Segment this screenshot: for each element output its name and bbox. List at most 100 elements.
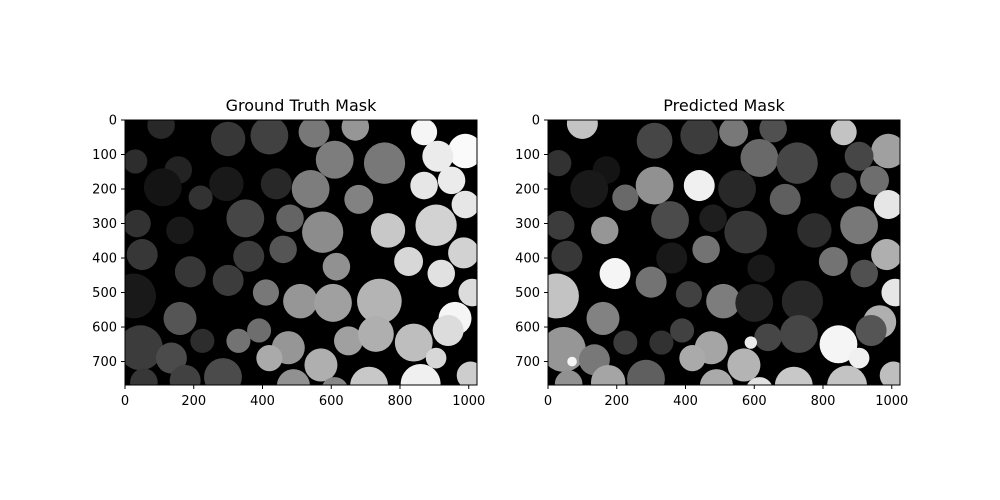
mask-object: [844, 141, 874, 171]
mask-object: [819, 325, 858, 364]
mask-object: [432, 314, 464, 347]
mask-object: [679, 344, 706, 372]
x-tick-label: 0: [544, 394, 552, 409]
mask-object: [322, 252, 351, 281]
mask-object: [727, 348, 761, 382]
mask-object: [635, 166, 674, 205]
mask-object: [448, 133, 477, 169]
mask-object: [818, 246, 848, 276]
mask-object: [163, 301, 197, 335]
mask-object: [840, 206, 878, 245]
mask-object: [210, 121, 246, 157]
y-tick-label: 500: [92, 286, 117, 301]
mask-object: [334, 326, 363, 356]
mask-object: [612, 184, 639, 211]
mask-object: [276, 204, 304, 233]
mask-object: [400, 363, 441, 385]
mask-objects: [125, 120, 477, 385]
mask-object: [879, 361, 900, 385]
mask-object: [363, 142, 406, 184]
mask-object: [651, 201, 689, 240]
mask-object: [860, 165, 889, 195]
mask-object: [304, 348, 338, 382]
x-tick-label: 1000: [875, 394, 908, 409]
mask-object: [256, 344, 283, 372]
mask-object: [422, 140, 454, 172]
y-tick-label: 600: [515, 321, 540, 336]
mask-object: [247, 318, 272, 343]
mask-object: [735, 283, 774, 322]
mask-object: [209, 166, 244, 202]
mask-object: [298, 120, 330, 148]
mask-object: [873, 190, 900, 220]
y-tick-label: 100: [92, 148, 117, 163]
mask-object: [850, 259, 878, 288]
mask-object: [451, 190, 477, 219]
mask-object: [358, 315, 394, 352]
mask-object: [871, 133, 900, 169]
mask-object: [125, 209, 151, 238]
x-tick-label: 0: [121, 394, 129, 409]
mask-object: [797, 213, 832, 248]
panel-title: Predicted Mask: [663, 96, 785, 115]
mask-object: [226, 328, 251, 353]
mask-object: [437, 166, 466, 195]
mask-object: [456, 361, 477, 385]
mask-object: [680, 120, 719, 155]
mask-object: [627, 359, 665, 385]
mask-object: [252, 279, 279, 306]
mask-object: [871, 239, 900, 271]
mask-object: [169, 364, 201, 385]
x-tick-label: 400: [673, 394, 698, 409]
mask-object: [394, 323, 433, 362]
mask-object: [322, 377, 348, 385]
mask-object: [458, 278, 477, 307]
mask-object: [302, 211, 344, 253]
y-tick-label: 0: [109, 114, 117, 129]
mask-object: [599, 258, 631, 290]
mask-object: [250, 120, 289, 155]
mask-object: [699, 204, 727, 233]
mask-object: [719, 120, 749, 147]
mask-object: [283, 283, 318, 319]
mask-object: [830, 172, 857, 199]
mask-object: [548, 150, 572, 177]
y-tick-label: 0: [532, 114, 540, 129]
mask-object: [718, 170, 756, 208]
axes-frame: [547, 119, 901, 386]
mask-object: [276, 369, 310, 385]
mask-object: [566, 120, 598, 139]
mask-object: [548, 273, 579, 319]
mask-object: [341, 120, 370, 141]
mask-object: [188, 185, 213, 210]
mask-object: [204, 358, 242, 385]
y-tick-label: 400: [515, 252, 540, 267]
y-tick-label: 100: [515, 148, 540, 163]
mask-object: [586, 301, 620, 335]
mask-object: [415, 204, 457, 246]
mask-object: [147, 120, 175, 139]
axes-frame: [124, 119, 478, 386]
mask-object: [315, 140, 354, 179]
mask-object: [269, 235, 297, 264]
mask-object: [649, 330, 674, 355]
mask-object: [551, 240, 583, 272]
mask-object: [590, 364, 626, 385]
x-tick-label: 200: [604, 394, 629, 409]
y-tick-label: 500: [515, 286, 540, 301]
x-tick-label: 600: [319, 394, 344, 409]
mask-objects: [548, 120, 900, 385]
mask-object: [776, 142, 818, 184]
mask-object: [848, 347, 870, 369]
mask-object: [675, 281, 702, 308]
mask-object: [706, 283, 741, 319]
predicted-panel: 0 200 400 600 800 1000 0 100 200 300 400 500 600 700 P…: [515, 96, 908, 409]
mask-object: [570, 170, 609, 208]
mask-object: [314, 283, 352, 322]
mask-object: [636, 122, 673, 159]
x-tick-label: 400: [250, 394, 275, 409]
mask-object: [233, 240, 265, 272]
y-tick-label: 400: [92, 252, 117, 267]
mask-object: [724, 210, 767, 254]
